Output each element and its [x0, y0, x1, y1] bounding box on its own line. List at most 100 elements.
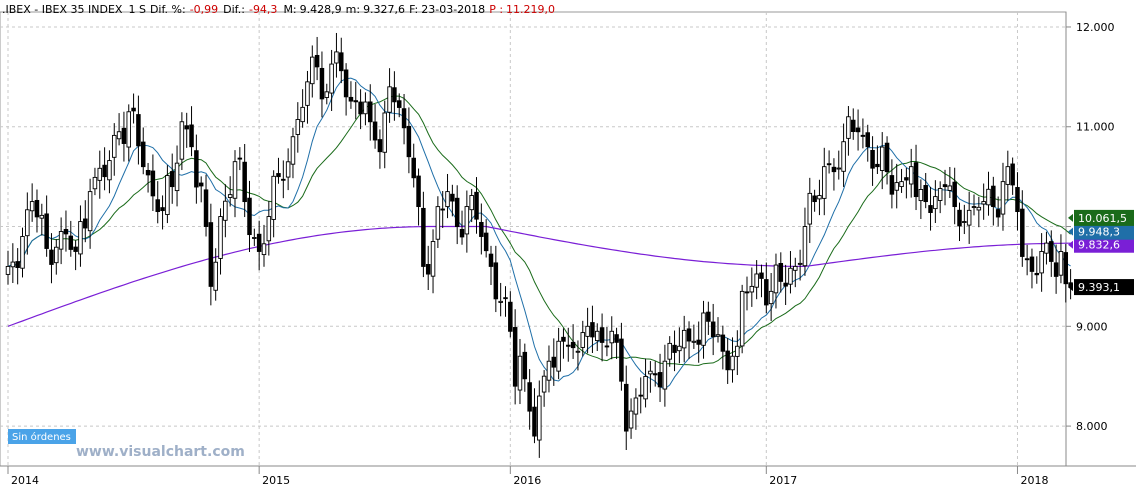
candle-body — [822, 166, 827, 199]
ma-long-value-label-pointer — [1068, 240, 1073, 249]
candle-body — [995, 209, 1001, 218]
candle-body — [242, 161, 247, 203]
candle-body — [116, 131, 122, 140]
candle-body — [595, 330, 600, 342]
candle-body — [160, 207, 165, 212]
last-price-label-pointer — [1068, 283, 1073, 292]
candle-body — [464, 206, 470, 235]
candle-body — [1024, 258, 1030, 261]
header-dif-pct-value: -0,99 — [190, 3, 218, 16]
candle-body — [778, 262, 784, 282]
candle-body — [78, 221, 83, 255]
candle-body — [92, 176, 98, 190]
candle-body — [662, 360, 668, 390]
candle-body — [334, 51, 339, 64]
candle-body — [851, 119, 856, 132]
candle-body — [189, 124, 194, 148]
candle-body — [546, 360, 552, 381]
candle-body — [155, 199, 160, 213]
candle-body — [706, 311, 711, 322]
candle-body — [276, 173, 281, 178]
ma-short-value-label-pointer — [1068, 227, 1073, 236]
header-dif-value: -94,3 — [249, 3, 277, 16]
candle-body — [957, 209, 962, 227]
candle-body — [812, 195, 817, 203]
header-max-value: 9.428,9 — [300, 3, 342, 16]
candle-body — [1049, 241, 1054, 262]
candle-body — [503, 297, 508, 300]
candle-body — [797, 262, 803, 265]
candle-body — [363, 101, 368, 115]
orders-badge-label[interactable]: Sin órdenes — [12, 431, 71, 443]
candle-body — [1044, 242, 1049, 254]
header-prev-label: P : — [489, 3, 503, 16]
value-labels: 9.832,69.948,310.061,5 9.393,1 — [1068, 209, 1134, 296]
candle-body — [691, 340, 697, 343]
candle-body — [768, 290, 774, 305]
candle-body — [445, 191, 450, 208]
candle-body — [392, 87, 397, 103]
candle-body — [884, 142, 890, 173]
candle-body — [1053, 262, 1059, 277]
orders-badge-bg[interactable] — [8, 429, 76, 444]
candle-body — [469, 195, 474, 211]
candle-body — [860, 134, 866, 137]
candle-body — [488, 253, 494, 267]
candle-body — [749, 285, 755, 293]
candle-body — [773, 264, 779, 294]
candle-body — [498, 300, 503, 303]
candle-body — [933, 196, 938, 210]
header-min-value: 9.327,6 — [363, 3, 405, 16]
candle-body — [83, 218, 88, 229]
ma-short-value-label: 9.948,3 — [1078, 226, 1120, 239]
candle-body — [261, 243, 267, 256]
candle-body — [710, 321, 716, 338]
x-tick-label: 2018 — [1020, 474, 1048, 487]
x-tick-label: 2014 — [11, 474, 39, 487]
candle-body — [783, 282, 788, 287]
candle-body — [846, 116, 851, 139]
candle-body — [1015, 187, 1020, 213]
candle-body — [49, 249, 54, 265]
candle-body — [638, 394, 643, 397]
candle-body — [865, 132, 870, 148]
header-timeframe: 1 S — [128, 3, 145, 16]
candle-body — [401, 108, 407, 129]
candle-body — [324, 91, 330, 98]
candle-body — [39, 214, 45, 219]
candle-body — [25, 209, 30, 237]
gridlines — [0, 12, 1066, 466]
candle-body — [537, 395, 542, 441]
candle-body — [633, 397, 639, 415]
candle-body — [435, 206, 441, 240]
candle-body — [63, 229, 69, 235]
candle-body — [590, 322, 595, 338]
candle-body — [319, 67, 325, 100]
ma-mid-value-label-pointer — [1068, 213, 1073, 222]
candle-body — [145, 169, 151, 176]
moving-average-lines — [7, 77, 1071, 390]
candle-body — [353, 100, 359, 103]
candle-body — [285, 161, 291, 178]
candle-body — [744, 291, 750, 294]
candle-body — [928, 205, 933, 213]
candle-body — [966, 209, 972, 226]
candle-body — [971, 206, 977, 209]
plot-area — [0, 11, 1067, 467]
candle-body — [947, 185, 953, 191]
candle-body — [15, 261, 20, 268]
candle-body — [841, 141, 846, 172]
candle-body — [754, 273, 759, 288]
candle-body — [604, 345, 610, 348]
ma-long-value-label-box — [1074, 236, 1134, 253]
candle-body — [368, 101, 373, 123]
candle-body — [570, 341, 576, 349]
candle-body — [29, 201, 35, 212]
candle-body — [218, 216, 223, 259]
candle-body — [310, 56, 315, 85]
candle-body — [454, 197, 460, 227]
candle-body — [131, 107, 136, 112]
candle-body — [314, 54, 320, 68]
